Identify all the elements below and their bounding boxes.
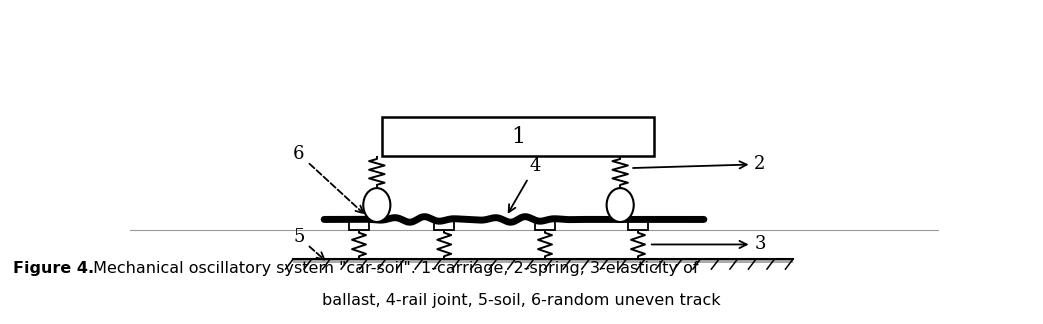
Ellipse shape: [607, 188, 634, 222]
Bar: [293, 259, 793, 262]
Text: 2: 2: [633, 155, 766, 173]
Bar: [434, 221, 455, 230]
Text: ballast, 4-rail joint, 5-soil, 6-random uneven track: ballast, 4-rail joint, 5-soil, 6-random …: [322, 293, 721, 308]
Ellipse shape: [363, 188, 390, 222]
Bar: [535, 221, 555, 230]
Text: 5: 5: [293, 228, 324, 260]
Text: 1: 1: [511, 125, 525, 147]
Text: Figure 4.: Figure 4.: [13, 261, 94, 276]
Text: Mechanical oscillatory system "car-soil". 1-carriage, 2-spring, 3-elasticity of: Mechanical oscillatory system "car-soil"…: [88, 261, 698, 276]
Bar: [382, 117, 654, 156]
Bar: [628, 221, 648, 230]
Text: 4: 4: [509, 157, 541, 212]
Bar: [349, 221, 369, 230]
Text: 6: 6: [293, 145, 363, 213]
Text: 3: 3: [652, 236, 766, 253]
